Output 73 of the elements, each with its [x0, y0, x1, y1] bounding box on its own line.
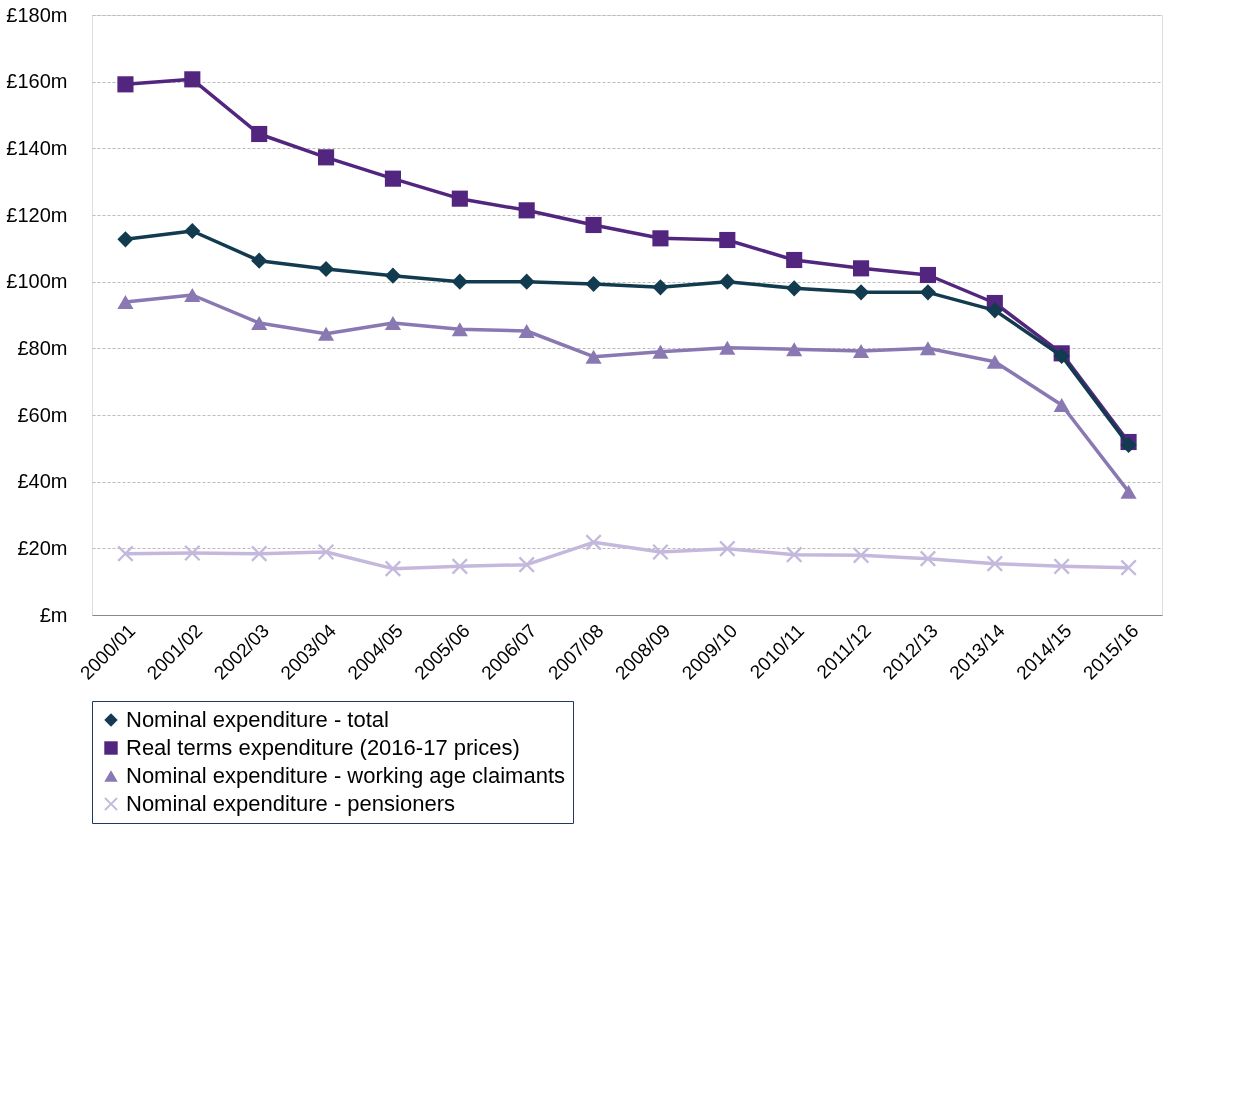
- y-tick-label: £180m: [6, 3, 68, 26]
- point: [786, 280, 803, 297]
- point: [117, 545, 134, 562]
- point: [986, 555, 1003, 572]
- point: [919, 284, 936, 301]
- point: [384, 267, 401, 284]
- point: [184, 222, 201, 240]
- point: [518, 202, 535, 219]
- point: [919, 341, 936, 356]
- point: [652, 279, 669, 296]
- point: [318, 260, 335, 278]
- y-tick-label: £160m: [6, 70, 68, 93]
- point: [117, 231, 134, 248]
- point: [786, 342, 803, 357]
- point: [1120, 484, 1137, 499]
- point: [719, 540, 736, 557]
- y-tick-label: £80m: [17, 336, 68, 359]
- point: [451, 558, 468, 575]
- y-tick-label: £140m: [6, 136, 68, 159]
- point: [518, 556, 535, 573]
- point: [986, 354, 1003, 369]
- point: [451, 273, 468, 290]
- y-tick-label: £60m: [17, 403, 68, 426]
- point: [184, 544, 201, 562]
- point: [585, 534, 602, 551]
- point: [251, 316, 268, 330]
- point: [251, 125, 268, 143]
- y-tick-label: £20m: [17, 536, 68, 559]
- point: [652, 230, 669, 247]
- point: [518, 324, 535, 338]
- point: [318, 149, 335, 166]
- point: [318, 543, 335, 561]
- point: [719, 273, 736, 290]
- point: [853, 344, 870, 358]
- point: [1120, 559, 1137, 576]
- y-tick-label: £40m: [17, 470, 68, 493]
- point: [652, 344, 669, 359]
- point: [986, 302, 1003, 319]
- point: [719, 231, 736, 249]
- y-tick-label: £120m: [6, 203, 68, 226]
- legend-label: Nominal expenditure - total: [126, 707, 389, 732]
- legend-label: Nominal expenditure - pensioners: [126, 791, 455, 816]
- point: [786, 546, 803, 563]
- point: [919, 550, 936, 567]
- point: [117, 295, 134, 309]
- point: [585, 216, 602, 234]
- point: [1053, 558, 1070, 575]
- point: [585, 275, 602, 293]
- point: [184, 288, 201, 302]
- point: [719, 340, 736, 355]
- point: [919, 266, 936, 284]
- y-tick-label: £100m: [6, 270, 68, 293]
- point: [853, 260, 870, 277]
- point: [117, 76, 134, 93]
- point: [184, 71, 201, 88]
- legend-label: Real terms expenditure (2016-17 prices): [126, 735, 520, 760]
- point: [652, 543, 669, 561]
- point: [853, 284, 870, 301]
- point: [1053, 398, 1070, 412]
- point: [451, 190, 468, 207]
- point: [853, 547, 870, 564]
- y-tick-label: £m: [39, 603, 68, 626]
- point: [518, 273, 535, 290]
- point: [384, 316, 401, 330]
- point: [585, 349, 602, 364]
- point: [786, 251, 803, 269]
- point: [318, 326, 335, 341]
- point: [384, 560, 401, 577]
- point: [251, 252, 268, 269]
- point: [451, 322, 468, 337]
- point: [384, 170, 401, 187]
- point: [251, 545, 268, 562]
- legend-label: Nominal expenditure - working age claimants: [126, 763, 565, 788]
